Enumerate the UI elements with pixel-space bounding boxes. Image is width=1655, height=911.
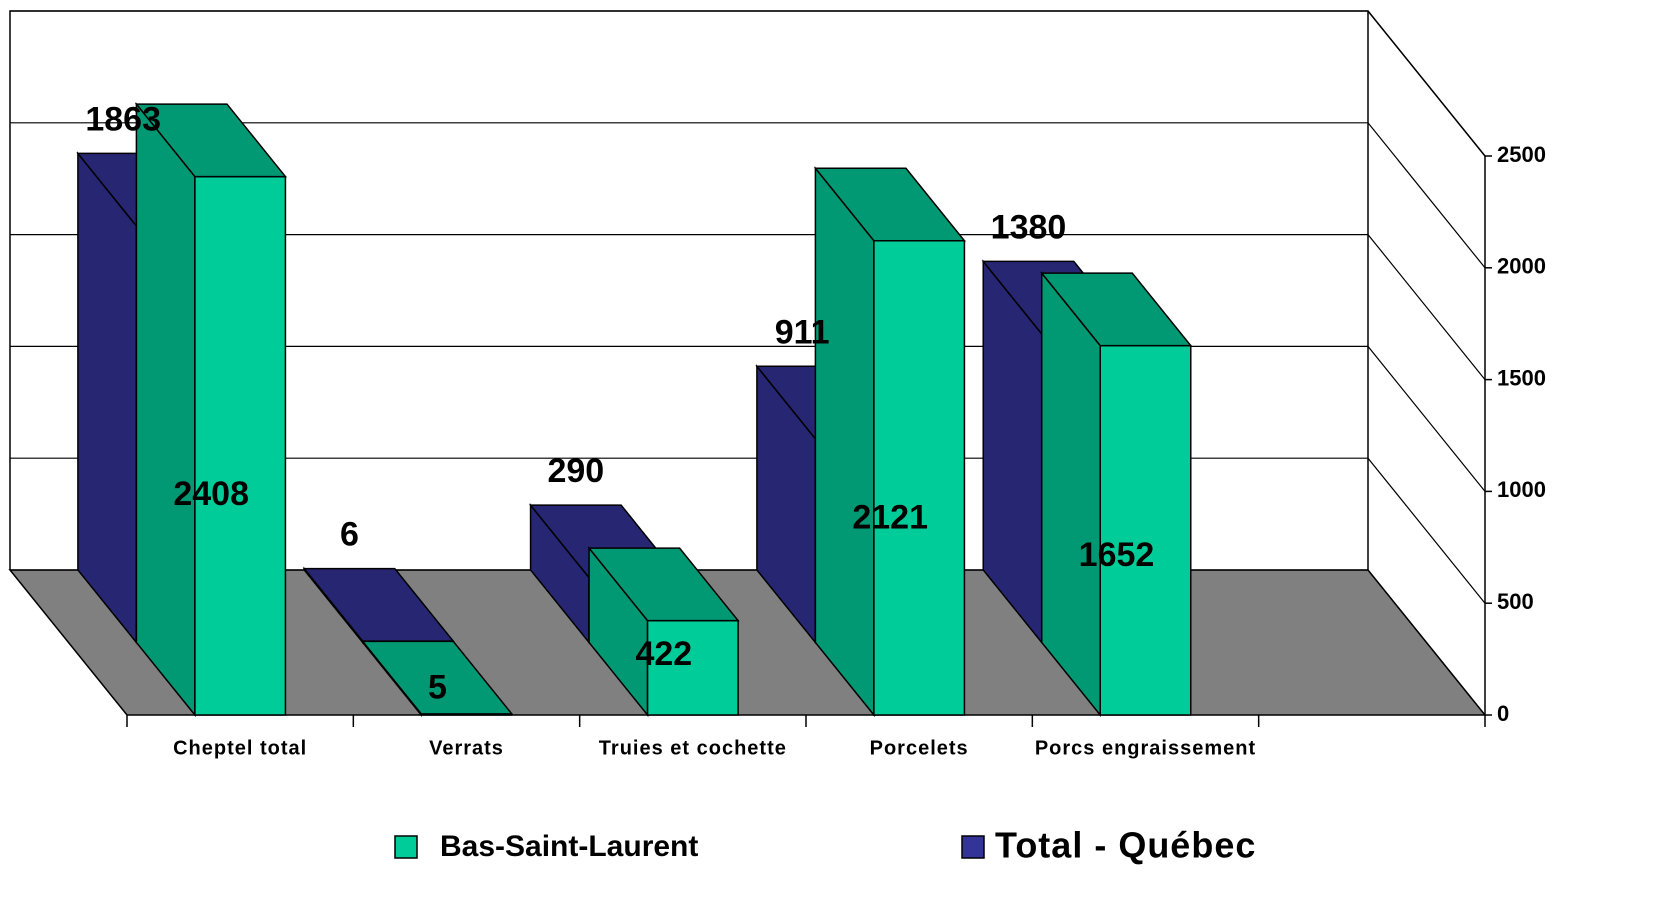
data-label: 1652 — [1079, 536, 1155, 574]
grid-line — [10, 457, 1486, 604]
front-bar-face — [873, 239, 966, 716]
y-tick-label: 1500 — [1497, 365, 1546, 390]
grid-line — [10, 234, 1486, 380]
front-bar-face — [194, 175, 287, 716]
front-bar-face — [134, 103, 288, 178]
front-bar — [361, 639, 514, 718]
x-tick-label: Porcelets — [870, 737, 969, 759]
front-bar — [813, 166, 967, 718]
y-tick-label: 2500 — [1497, 142, 1546, 167]
y-tick-label: 500 — [1497, 589, 1534, 614]
back-bar-face — [77, 151, 138, 645]
data-label: 911 — [775, 313, 830, 351]
data-label: 290 — [547, 452, 604, 490]
front-bar-face — [1040, 270, 1101, 718]
data-label: 5 — [428, 669, 447, 707]
grid-line — [10, 10, 1486, 157]
legend-label: Bas-Saint-Laurent — [440, 830, 698, 863]
legend-swatch — [394, 835, 418, 859]
y-tick-label: 1000 — [1497, 477, 1546, 502]
data-label: 2408 — [173, 475, 249, 513]
x-tick-label: Cheptel total — [173, 737, 307, 759]
front-bar-face — [361, 640, 514, 715]
front-bar-face — [814, 166, 875, 718]
y-tick-label: 2000 — [1497, 254, 1546, 279]
front-bar — [134, 101, 288, 718]
front-bar-face — [1099, 344, 1192, 716]
front-bar-face — [1040, 272, 1193, 347]
y-tick-label: 0 — [1497, 701, 1509, 726]
x-tick-label: Porcs engraissement — [1035, 737, 1256, 759]
front-bar-face — [587, 547, 740, 622]
front-bar-face — [135, 101, 196, 718]
x-tick-label: Truies et cochette — [599, 737, 787, 759]
grid-line — [10, 569, 1486, 716]
x-tick-label: Verrats — [429, 737, 504, 759]
data-label: 1380 — [991, 208, 1067, 246]
front-bar-face — [813, 167, 967, 242]
data-label: 2121 — [852, 498, 928, 536]
grid-line — [10, 122, 1486, 269]
front-bar — [587, 546, 740, 718]
grid-line — [10, 345, 1486, 492]
legend-label: Total - Québec — [995, 825, 1256, 866]
data-label: 422 — [635, 635, 692, 673]
data-label: 1863 — [85, 100, 161, 138]
front-bar — [1040, 270, 1193, 718]
legend-swatch — [961, 835, 985, 859]
data-label: 6 — [340, 516, 359, 554]
